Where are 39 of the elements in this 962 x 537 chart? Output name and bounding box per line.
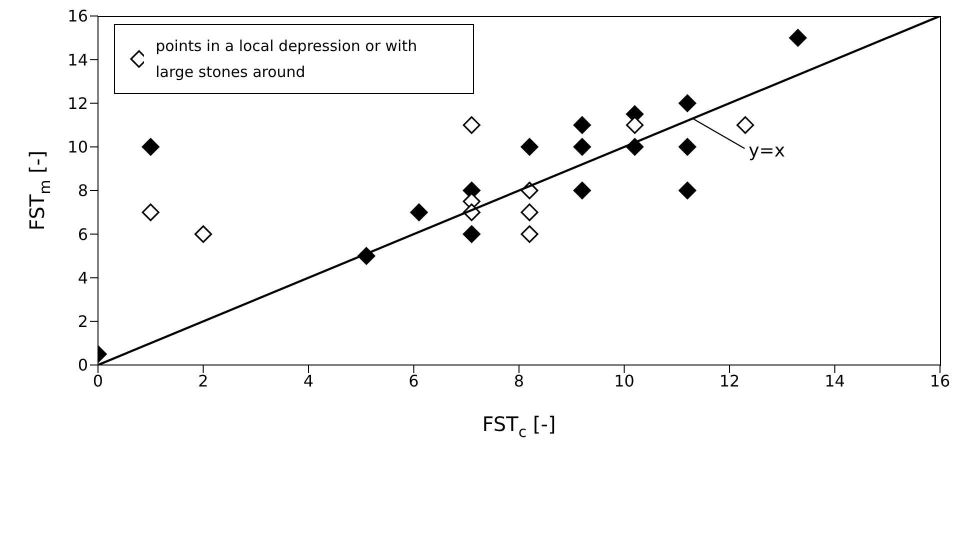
x-tick-label: 4 <box>303 371 314 390</box>
x-tick-label: 8 <box>514 371 524 390</box>
point <box>678 138 696 156</box>
point <box>520 225 538 243</box>
y-tick-label: 2 <box>78 312 88 332</box>
y-tick-label: 12 <box>68 94 88 113</box>
point <box>410 204 428 222</box>
y-tick-label: 6 <box>78 224 88 244</box>
x-tick-label: 16 <box>930 371 950 390</box>
point <box>626 116 644 134</box>
point <box>194 225 212 243</box>
y-tick-label: 8 <box>78 181 88 200</box>
x-tick-label: 14 <box>824 371 845 390</box>
y-tick-label: 4 <box>78 268 88 288</box>
point <box>520 204 538 222</box>
point <box>573 116 591 134</box>
x-tick-label: 6 <box>408 371 419 390</box>
point <box>142 204 160 222</box>
y-tick-label: 10 <box>68 138 88 157</box>
x-tick-label: 12 <box>719 371 740 390</box>
legend-label: points in a local depression or with large stones around <box>156 36 418 83</box>
annotation: y=x <box>748 140 786 162</box>
x-tick-label: 10 <box>614 371 634 390</box>
point <box>520 138 538 156</box>
point <box>678 182 696 200</box>
x-tick-label: 2 <box>198 371 208 390</box>
point <box>736 116 754 134</box>
point <box>462 225 480 243</box>
point <box>678 94 696 112</box>
point <box>573 138 591 156</box>
y-tick-label: 16 <box>68 6 88 26</box>
point <box>142 138 160 156</box>
point <box>573 182 591 200</box>
x-axis-title: FST$_{c}$ [-] <box>482 412 556 441</box>
point <box>789 29 807 47</box>
y-tick-label: 0 <box>78 356 88 375</box>
point <box>462 116 480 134</box>
y-tick-label: 14 <box>68 50 88 70</box>
x-tick-label: 0 <box>92 371 104 390</box>
